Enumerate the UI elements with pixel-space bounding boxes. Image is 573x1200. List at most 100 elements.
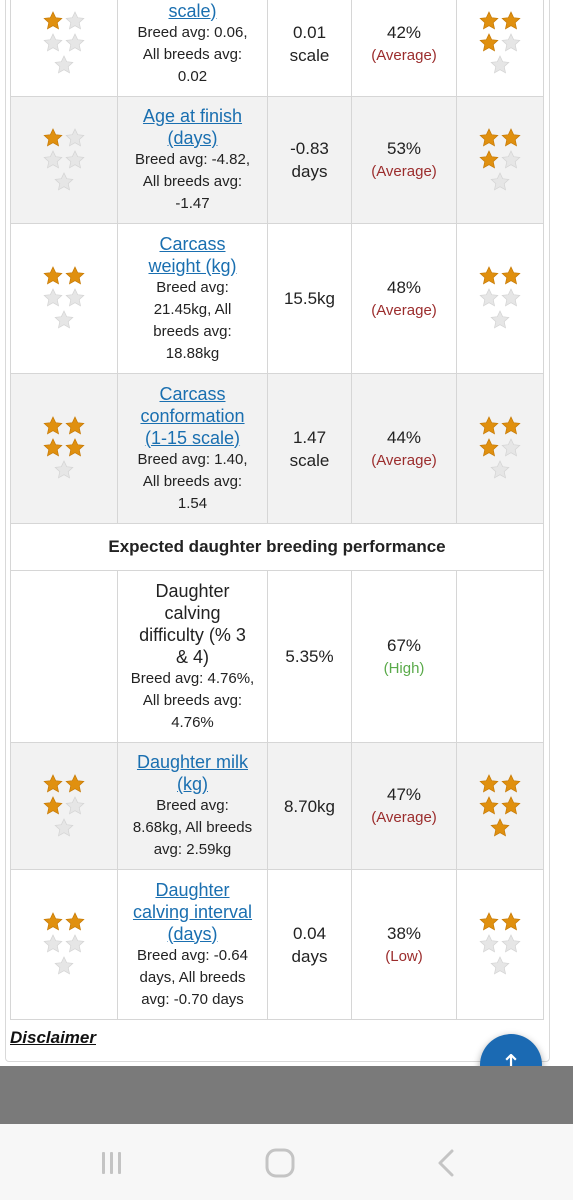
left-rating-cell: [10, 373, 118, 524]
breed-average-line: 4.76%: [171, 713, 214, 731]
index-value: 0.04: [292, 923, 327, 943]
star-empty-icon: [489, 459, 511, 481]
disclaimer-link[interactable]: Disclaimer: [10, 1028, 96, 1047]
breed-average-line: Breed avg:: [156, 278, 229, 296]
star-filled-icon: [500, 773, 522, 795]
star-empty-icon: [500, 287, 522, 309]
reliability-cell: 42% (Average): [351, 0, 457, 97]
trait-cell: Carcass conformation (1-15 scale) Breed avg…: [117, 373, 268, 524]
star-empty-icon: [489, 309, 511, 331]
value-cell: 0.01 scale: [267, 0, 352, 97]
trait-name-line: conformation: [140, 405, 245, 426]
trait-cell: Age at finish (days) Breed avg: -4.82, All …: [117, 96, 268, 224]
reliability-cell: 53% (Average): [351, 96, 457, 224]
breed-average-line: Breed avg: 1.40,: [137, 450, 248, 468]
breed-average-line: All breeds avg:: [142, 45, 243, 63]
trait-link[interactable]: Daughter milk (kg): [121, 751, 264, 795]
left-rating-cell: [10, 570, 118, 743]
star-filled-icon: [478, 773, 500, 795]
star-filled-icon: [478, 911, 500, 933]
trait-name-line: (days): [167, 128, 218, 148]
breed-average-line: days, All breeds: [139, 968, 246, 986]
index-unit: scale: [289, 45, 330, 65]
trait-name-line: weight (kg): [148, 255, 237, 276]
star-filled-icon: [42, 265, 64, 287]
trait-cell: Carcass weight (kg) Breed avg: 21.45kg, All…: [117, 223, 268, 374]
trait-row-daughter-calving-difficulty: Daughter calving difficulty (% 3 & 4) Breed …: [10, 570, 544, 743]
breed-average-line: 8.68kg, All breeds: [132, 819, 253, 836]
trait-link[interactable]: scale): [121, 0, 264, 22]
reliability-percent: 44%: [386, 427, 422, 447]
home-icon[interactable]: [260, 1148, 300, 1178]
star-filled-icon: [64, 911, 86, 933]
page-bottom-band: [0, 1066, 573, 1124]
breed-average-line: avg: 2.59kg: [153, 841, 232, 858]
star-empty-icon: [489, 54, 511, 76]
star-filled-icon: [42, 437, 64, 459]
breed-average-line: All breeds avg:: [142, 691, 243, 709]
star-filled-icon: [42, 10, 64, 32]
star-filled-icon: [500, 911, 522, 933]
star-filled-icon: [478, 10, 500, 32]
breed-average-line: All breeds avg:: [142, 472, 243, 490]
left-rating-cell: [10, 869, 118, 1020]
star-filled-icon: [42, 415, 64, 437]
breed-average-line: Breed avg:: [156, 797, 229, 814]
index-value: 5.35%: [285, 647, 334, 666]
trait-cell: Daughter calving interval (days) Breed avg:…: [117, 869, 268, 1020]
reliability-category: (Average): [371, 809, 437, 826]
trait-name-line: Age at finish: [142, 106, 243, 126]
star-empty-icon: [478, 287, 500, 309]
star-empty-icon: [64, 127, 86, 149]
star-empty-icon: [64, 933, 86, 955]
trait-link[interactable]: Daughter calving interval (days): [121, 879, 264, 945]
star-empty-icon: [53, 171, 75, 193]
star-empty-icon: [478, 933, 500, 955]
star-filled-icon: [478, 149, 500, 171]
trait-row-daughter-calving-interval: Daughter calving interval (days) Breed avg:…: [10, 869, 544, 1020]
value-cell: 15.5kg: [267, 223, 352, 374]
index-unit: days: [291, 946, 328, 966]
star-empty-icon: [64, 32, 86, 54]
star-filled-icon: [500, 10, 522, 32]
breed-average-line: Breed avg: 0.06,: [137, 23, 248, 41]
star-filled-icon: [478, 795, 500, 817]
index-value: 0.01: [292, 22, 327, 42]
breed-average-line: avg: -0.70 days: [141, 990, 244, 1008]
index-value: 8.70kg: [283, 796, 336, 816]
reliability-percent: 38%: [386, 923, 422, 943]
trait-link[interactable]: Carcass conformation (1-15 scale): [121, 383, 264, 449]
trait-row-age-at-finish: Age at finish (days) Breed avg: -4.82, All …: [10, 96, 544, 224]
trait-row-daughter-milk: Daughter milk (kg) Breed avg: 8.68kg, All b…: [10, 742, 544, 870]
star-empty-icon: [53, 309, 75, 331]
reliability-percent: 48%: [386, 277, 422, 297]
reliability-category: (High): [383, 659, 425, 677]
trait-link[interactable]: Age at finish (days): [121, 105, 264, 149]
breed-average-line: 21.45kg, All: [153, 300, 232, 318]
star-empty-icon: [64, 287, 86, 309]
breed-average-line: -1.47: [175, 195, 210, 212]
star-empty-icon: [53, 955, 75, 977]
star-filled-icon: [478, 265, 500, 287]
trait-cell: Daughter milk (kg) Breed avg: 8.68kg, All b…: [117, 742, 268, 870]
trait-name-line: Carcass: [159, 233, 226, 254]
value-cell: 8.70kg: [267, 742, 352, 870]
back-icon[interactable]: [426, 1148, 466, 1178]
reliability-cell: 38% (Low): [351, 869, 457, 1020]
breed-average-line: 1.54: [177, 494, 208, 512]
index-value: -0.83: [290, 139, 329, 158]
breed-average-line: Breed avg: -4.82,: [134, 151, 251, 168]
breed-average-line: 18.88kg: [165, 344, 220, 362]
trait-link[interactable]: Carcass weight (kg): [121, 233, 264, 277]
star-empty-icon: [500, 933, 522, 955]
reliability-cell: 48% (Average): [351, 223, 457, 374]
index-value: 1.47: [292, 427, 327, 447]
left-rating-cell: [10, 96, 118, 224]
trait-name-line: (1-15 scale): [144, 427, 241, 448]
recents-icon[interactable]: [92, 1148, 132, 1178]
star-filled-icon: [500, 127, 522, 149]
trait-name-line: calving interval: [132, 901, 253, 922]
star-filled-icon: [42, 911, 64, 933]
trait-name-line: difficulty (% 3: [139, 624, 246, 645]
trait-row-carcass-weight: Carcass weight (kg) Breed avg: 21.45kg, All…: [10, 223, 544, 374]
